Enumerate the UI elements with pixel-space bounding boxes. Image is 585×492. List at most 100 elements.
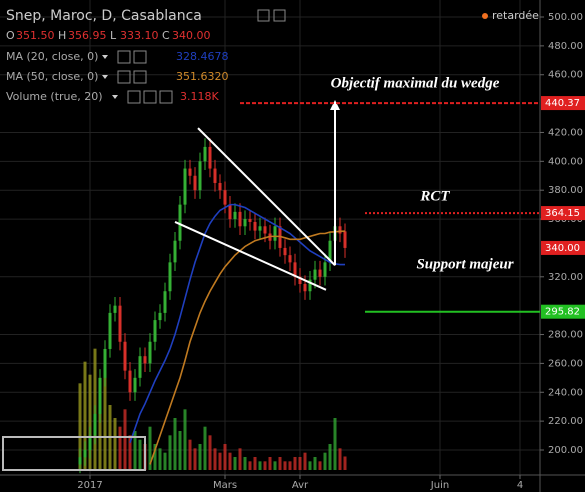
ohlc-key: O bbox=[6, 29, 15, 42]
candle-body bbox=[78, 457, 82, 465]
candle-body bbox=[103, 348, 107, 378]
candle-body bbox=[313, 269, 317, 280]
volume-bar bbox=[333, 418, 337, 470]
volume-bar bbox=[218, 452, 222, 470]
y-tick-label: 200.00 bbox=[548, 445, 583, 456]
candle-body bbox=[308, 279, 312, 292]
x-tick-label: Mars bbox=[213, 480, 237, 491]
volume-bar bbox=[313, 457, 317, 470]
price-label-bg bbox=[541, 206, 585, 221]
indicator-name: Volume (true, 20) bbox=[6, 90, 103, 103]
icon[interactable] bbox=[133, 50, 147, 64]
candle-body bbox=[153, 320, 157, 342]
candle-body bbox=[323, 262, 327, 277]
volume-bar bbox=[113, 418, 117, 470]
indicator-value: 3.118K bbox=[180, 90, 219, 103]
candle-body bbox=[108, 312, 112, 349]
icon[interactable] bbox=[117, 70, 131, 84]
icon[interactable] bbox=[273, 9, 286, 22]
candle-body bbox=[163, 291, 167, 313]
header: O 351.50 H 356.95 L 333.10 C 340.00 MA (20, clos… bbox=[6, 29, 229, 104]
x-tick-label: Juin bbox=[430, 480, 449, 491]
y-tick-label: 260.00 bbox=[548, 358, 583, 369]
price-label: 340.00 bbox=[545, 243, 580, 254]
icon[interactable] bbox=[117, 50, 131, 64]
candle-body bbox=[173, 240, 177, 263]
y-tick-label: 380.00 bbox=[548, 185, 583, 196]
icon[interactable] bbox=[133, 70, 147, 84]
candle-body bbox=[338, 226, 342, 234]
candle-body bbox=[143, 356, 147, 364]
y-tick-label: 320.00 bbox=[548, 272, 583, 283]
candle-body bbox=[138, 356, 142, 378]
ohlc-value: 351.50 bbox=[16, 29, 55, 42]
x-tick-label: 2017 bbox=[77, 480, 102, 491]
candle-body bbox=[88, 435, 92, 450]
candle-body bbox=[203, 146, 207, 162]
marks bbox=[78, 138, 347, 474]
volume-bar bbox=[98, 392, 102, 470]
volume-bar bbox=[193, 448, 197, 470]
candle-body bbox=[253, 221, 257, 231]
icon[interactable] bbox=[143, 90, 157, 104]
ohlc-key: L bbox=[110, 29, 117, 42]
volume-bar bbox=[168, 435, 172, 470]
volume-bar bbox=[183, 409, 187, 470]
candle-body bbox=[148, 341, 152, 364]
volume-bar bbox=[288, 461, 292, 470]
candle-body bbox=[258, 226, 262, 231]
status-dot bbox=[482, 13, 488, 19]
candle-body bbox=[158, 312, 162, 321]
volume-bar bbox=[273, 461, 277, 470]
volume-bar bbox=[88, 374, 92, 470]
volume-bar bbox=[158, 448, 162, 470]
icon[interactable] bbox=[257, 9, 270, 22]
icon[interactable] bbox=[159, 90, 173, 104]
candle-body bbox=[303, 284, 307, 292]
volume-bar bbox=[203, 426, 207, 470]
wedge-line bbox=[197, 127, 336, 266]
dropdown bbox=[102, 75, 108, 79]
candle-body bbox=[288, 255, 292, 263]
volume-bar bbox=[83, 361, 87, 470]
y-tick-label: 460.00 bbox=[548, 70, 583, 81]
volume-bar bbox=[118, 426, 122, 470]
y-tick-label: 500.00 bbox=[548, 12, 583, 23]
candle-body bbox=[113, 305, 117, 313]
y-tick-label: 280.00 bbox=[548, 330, 583, 341]
volume-bar bbox=[263, 461, 267, 470]
volume-bar bbox=[318, 461, 322, 470]
candle-body bbox=[243, 219, 247, 227]
indicator-value: 328.4678 bbox=[176, 50, 229, 63]
y-tick-label: 400.00 bbox=[548, 156, 583, 167]
price-label-bg bbox=[541, 240, 585, 255]
volume-bar bbox=[323, 452, 327, 470]
volume-bar bbox=[343, 456, 347, 470]
volume-bar bbox=[248, 461, 252, 470]
candle-body bbox=[273, 226, 277, 241]
candle-body bbox=[233, 211, 237, 220]
volume-bar bbox=[258, 461, 262, 470]
price-label: 295.82 bbox=[545, 307, 580, 318]
candle-body bbox=[123, 341, 127, 371]
candle-body bbox=[293, 262, 297, 277]
navigator[interactable] bbox=[2, 436, 146, 471]
icon[interactable] bbox=[127, 90, 141, 104]
candle-body bbox=[298, 276, 302, 285]
x-tick-label: 4 bbox=[517, 480, 523, 491]
candle-body bbox=[93, 413, 97, 436]
candle-body bbox=[213, 168, 217, 183]
volume-bar bbox=[153, 444, 157, 470]
volume-bar bbox=[293, 457, 297, 470]
arrow-head bbox=[330, 99, 340, 110]
price-label: 364.15 bbox=[545, 208, 580, 219]
chart-title: Snep, Maroc, D, Casablanca bbox=[6, 8, 202, 24]
wedge-line bbox=[174, 221, 327, 291]
volume-bar bbox=[163, 452, 167, 470]
price-label: 440.37 bbox=[545, 98, 580, 109]
volume-bar bbox=[308, 461, 312, 470]
y-tick-label: 480.00 bbox=[548, 41, 583, 52]
y-tick-label: 420.00 bbox=[548, 127, 583, 138]
